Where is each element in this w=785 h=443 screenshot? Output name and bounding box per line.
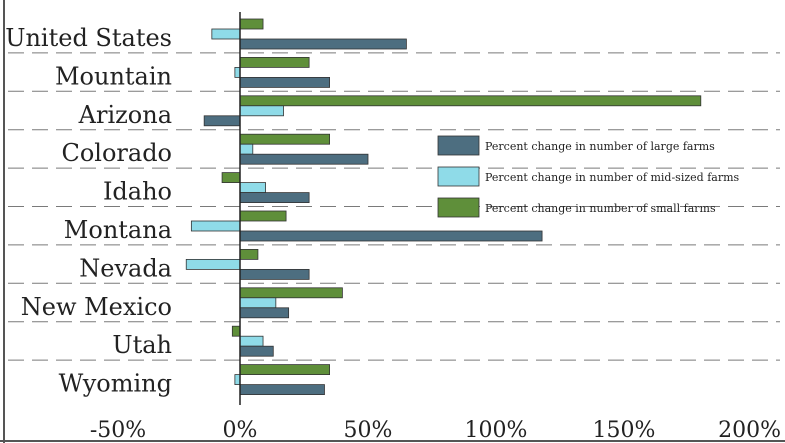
bar-united-states-large (239, 38, 407, 50)
x-tick-label: 50% (344, 418, 393, 443)
legend-label: Percent change in number of mid-sized fa… (485, 171, 740, 184)
bar-nevada-large (239, 268, 310, 280)
bar-arizona-small (239, 95, 702, 107)
bar-montana-large (239, 230, 543, 242)
x-tick-label: -50% (90, 418, 146, 443)
bar-idaho-mid-sized (239, 182, 267, 194)
category-label-idaho: Idaho (103, 178, 172, 206)
category-label-utah: Utah (112, 331, 172, 359)
grid-lines (8, 52, 780, 361)
bars (185, 18, 702, 396)
category-label-united-states: United States (5, 24, 172, 52)
category-labels: United States Mountain Arizona Colorado Idah… (5, 24, 172, 398)
bar-wyoming-small (239, 364, 330, 376)
legend-swatch (437, 135, 480, 156)
category-label-mountain: Mountain (55, 62, 172, 90)
category-label-arizona: Arizona (78, 101, 172, 129)
bar-colorado-mid-sized (239, 143, 254, 155)
bar-new-mexico-mid-sized (239, 297, 277, 309)
x-tick-label: 200% (718, 418, 781, 443)
legend-swatch (437, 197, 480, 218)
bar-new-mexico-large (239, 307, 290, 319)
bar-mountain-small (239, 57, 310, 68)
x-tick-label: 150% (593, 418, 656, 443)
x-tick-label: 100% (465, 418, 528, 443)
bar-montana-small (239, 210, 287, 222)
bar-utah-mid-sized (239, 335, 264, 347)
category-label-nevada: Nevada (79, 254, 172, 282)
bar-idaho-large (239, 192, 310, 204)
bar-utah-large (239, 345, 274, 357)
bar-united-states-mid-sized (211, 28, 241, 40)
bar-wyoming-mid-sized (234, 374, 241, 386)
category-label-new-mexico: New Mexico (21, 293, 172, 321)
bar-united-states-small (239, 18, 264, 30)
bar-nevada-mid-sized (185, 258, 241, 270)
bar-colorado-small (239, 133, 330, 145)
bar-montana-mid-sized (190, 220, 241, 232)
bar-mountain-large (239, 77, 330, 88)
x-axis: -50% 0% 50% 100% 150% 200% (90, 12, 781, 443)
bar-arizona-mid-sized (239, 105, 284, 117)
bar-wyoming-large (239, 384, 325, 396)
bar-mountain-mid-sized (234, 67, 241, 78)
bar-utah-small (231, 325, 241, 337)
bar-arizona-large (203, 115, 241, 127)
legend-label: Percent change in number of small farms (485, 202, 716, 215)
category-label-wyoming: Wyoming (59, 370, 172, 398)
category-label-montana: Montana (64, 216, 172, 244)
x-tick-label: 0% (223, 418, 258, 443)
legend-label: Percent change in number of large farms (485, 140, 715, 153)
bar-idaho-small (221, 172, 241, 184)
bar-nevada-small (239, 248, 259, 260)
bar-new-mexico-small (239, 287, 343, 299)
bar-colorado-large (239, 153, 369, 165)
legend: Percent change in number of large farms P… (437, 135, 740, 218)
category-label-colorado: Colorado (61, 139, 172, 167)
legend-swatch (437, 166, 480, 187)
